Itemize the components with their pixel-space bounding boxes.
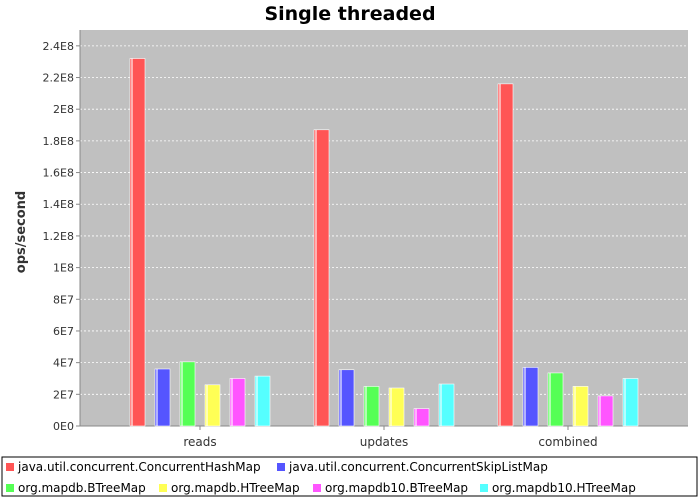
bar	[547, 372, 564, 427]
legend-item-label: org.mapdb.BTreeMap	[18, 481, 146, 495]
bar	[129, 58, 146, 427]
bar-highlight	[549, 372, 551, 426]
y-axis-label: ops/second	[14, 191, 29, 273]
y-tick-label: 2E8	[53, 103, 74, 116]
plot-area: 0E0 2E7 4E7 6E7 8E7 1E8 1.2E8 1.4E8 1.6E8 1.8E8 2E…	[43, 30, 688, 449]
x-tick-label: combined	[538, 435, 597, 449]
legend-item-label: java.util.concurrent.ConcurrentSkipListM…	[288, 460, 548, 474]
y-tick-label: 4E7	[53, 357, 74, 370]
legend-item-label: org.mapdb10.BTreeMap	[325, 481, 468, 495]
bar	[179, 361, 196, 427]
bar	[413, 408, 430, 427]
bar-highlight	[624, 378, 626, 426]
bar	[438, 383, 455, 427]
y-tick-label: 1E8	[53, 262, 74, 275]
bar	[522, 367, 539, 427]
bar	[572, 386, 589, 427]
bar	[313, 129, 330, 427]
legend-swatch	[480, 484, 488, 492]
legend-swatch	[6, 463, 14, 471]
bar-highlight	[524, 367, 526, 426]
plot-background	[80, 30, 688, 426]
bar	[254, 375, 271, 427]
bar-highlight	[415, 408, 417, 426]
bar-highlight	[390, 387, 392, 426]
y-tick-label: 1.2E8	[43, 230, 74, 243]
bar-highlight	[156, 368, 158, 426]
chart-title: Single threaded	[264, 3, 435, 25]
bar	[622, 378, 639, 427]
y-tick-label: 1.4E8	[43, 198, 74, 211]
legend-swatch	[277, 463, 285, 471]
legend-swatch	[6, 484, 14, 492]
y-tick-label: 1.6E8	[43, 167, 74, 180]
x-tick-label: reads	[183, 435, 216, 449]
x-tick-label: updates	[360, 435, 409, 449]
y-tick-label: 6E7	[53, 325, 74, 338]
bar-highlight	[181, 361, 183, 426]
bar-highlight	[315, 129, 317, 427]
legend: java.util.concurrent.ConcurrentHashMap ja…	[1, 456, 698, 497]
legend-item-label: java.util.concurrent.ConcurrentHashMap	[17, 460, 261, 474]
bar-highlight	[256, 376, 258, 426]
y-tick-label: 2E7	[53, 388, 74, 401]
bar-highlight	[574, 386, 576, 426]
legend-box	[1, 456, 698, 497]
legend-swatch	[159, 484, 167, 492]
bar	[388, 387, 405, 427]
legend-item-label: org.mapdb.HTreeMap	[171, 481, 300, 495]
y-tick-label: 8E7	[53, 293, 74, 306]
bar-highlight	[340, 369, 342, 426]
y-tick-label: 2.4E8	[43, 40, 74, 53]
y-tick-label: 1.8E8	[43, 135, 74, 148]
legend-swatch	[313, 484, 321, 492]
y-tick-label: 0E0	[53, 420, 74, 433]
bar	[338, 369, 355, 427]
bar	[229, 378, 246, 427]
bar-highlight	[440, 384, 442, 426]
bar-highlight	[231, 378, 233, 426]
bar-highlight	[365, 386, 367, 426]
bar	[204, 384, 221, 427]
bar	[597, 395, 614, 427]
bar-highlight	[131, 58, 133, 427]
bar	[154, 368, 171, 427]
y-tick-label: 2.2E8	[43, 72, 74, 85]
legend-item-label: org.mapdb10.HTreeMap	[492, 481, 636, 495]
bar-highlight	[206, 384, 208, 426]
bar	[363, 386, 380, 427]
bar-highlight	[599, 395, 601, 426]
bar-highlight	[499, 83, 501, 426]
bar	[497, 83, 514, 427]
